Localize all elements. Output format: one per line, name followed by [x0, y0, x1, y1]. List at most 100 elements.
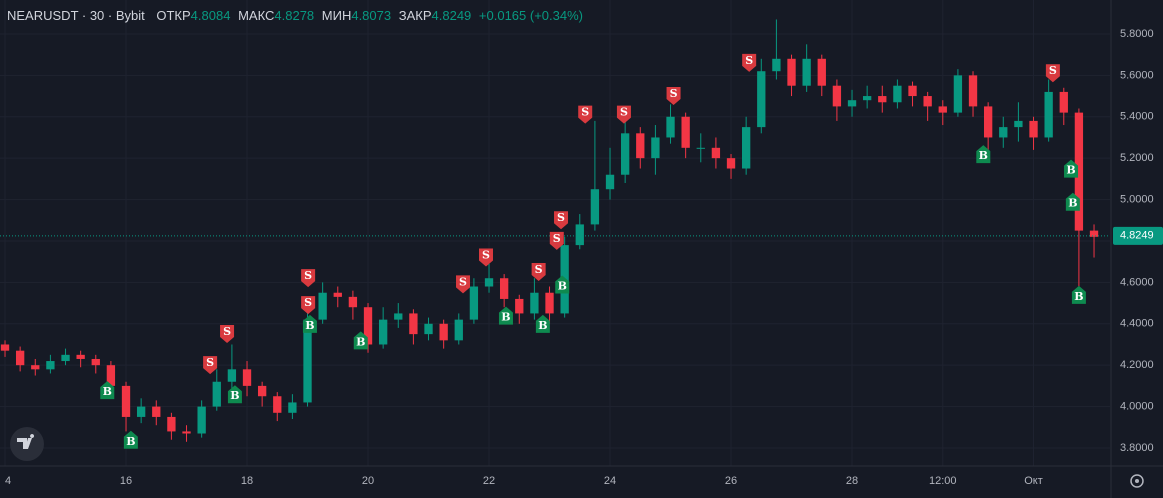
- candle-body: [378, 319, 388, 345]
- x-tick-label: 12:00: [929, 475, 957, 487]
- candle-body: [197, 406, 206, 434]
- candle-body: [454, 319, 463, 341]
- signal-marker: [301, 269, 316, 288]
- signal-marker: [123, 430, 138, 449]
- candle-body: [348, 296, 358, 308]
- last-price-label: 4.8249: [1120, 230, 1154, 242]
- signal-marker: [498, 306, 513, 325]
- settings-icon[interactable]: [1130, 474, 1144, 488]
- signal-label: B: [126, 435, 135, 448]
- signal-label: B: [1066, 164, 1075, 177]
- candle-body: [499, 278, 509, 299]
- candle-body: [167, 416, 176, 432]
- signal-label: S: [745, 54, 753, 67]
- open-value: 4.8084: [191, 8, 231, 23]
- logo-mark[interactable]: [17, 434, 35, 449]
- candle-body: [575, 224, 584, 246]
- candle-body: [409, 313, 418, 335]
- candle-body: [484, 278, 494, 287]
- signal-marker: [742, 53, 757, 72]
- signal-label: S: [557, 211, 565, 224]
- candle-body: [318, 292, 327, 320]
- low-value: 4.8073: [351, 8, 391, 23]
- candle-body: [726, 158, 736, 169]
- candle-body: [968, 75, 978, 107]
- y-tick-label: 3.8000: [1120, 442, 1154, 454]
- settings-dot[interactable]: [1135, 479, 1139, 483]
- candle-body: [741, 127, 751, 169]
- symbol: NEARUSDT · 30 · Bybit: [7, 8, 145, 23]
- x-tick-label: 20: [362, 475, 374, 487]
- candle-body: [1089, 230, 1099, 237]
- y-tick-label: 5.6000: [1120, 69, 1154, 81]
- signal-label: S: [304, 296, 312, 309]
- logo[interactable]: [10, 427, 44, 461]
- signal-marker: [478, 248, 493, 267]
- signal-marker: [220, 325, 235, 344]
- candle-body: [999, 127, 1008, 138]
- candle-body: [696, 147, 705, 149]
- candle-body: [303, 319, 312, 403]
- candle-body: [439, 323, 448, 341]
- candle-body: [651, 137, 660, 159]
- candle-body: [136, 406, 146, 417]
- signal-marker: [578, 105, 593, 124]
- candle-body: [847, 100, 857, 107]
- change: +0.0165 (+0.34%): [479, 8, 583, 23]
- signal-marker: [1065, 192, 1080, 211]
- y-tick-label: 4.4000: [1120, 318, 1154, 330]
- signal-marker: [666, 86, 681, 105]
- candle-body: [787, 58, 796, 86]
- signal-marker: [554, 211, 569, 230]
- signal-label: S: [459, 275, 467, 288]
- candle-body: [938, 106, 947, 113]
- signal-label: S: [553, 232, 561, 245]
- high-label: МАКС: [238, 8, 274, 23]
- signal-label: B: [1068, 197, 1077, 210]
- signal-label: S: [304, 269, 312, 282]
- signal-label: B: [501, 311, 510, 324]
- candle-body: [832, 85, 842, 107]
- signal-label: S: [581, 106, 589, 119]
- x-tick-label: 16: [120, 475, 132, 487]
- candle-body: [152, 406, 161, 417]
- signal-marker: [301, 296, 316, 315]
- x-tick-label: 4: [5, 475, 11, 487]
- candle-body: [182, 431, 191, 434]
- last-price-tag: [1113, 226, 1163, 245]
- candle-body: [0, 344, 10, 351]
- signal-marker: [302, 314, 317, 333]
- candle-body: [46, 361, 55, 370]
- candle-body: [545, 292, 554, 314]
- signal-label: S: [206, 356, 214, 369]
- signal-label: B: [103, 385, 112, 398]
- signal-label: S: [482, 248, 490, 261]
- signal-marker: [100, 381, 115, 400]
- candle-body: [1059, 91, 1068, 113]
- candle-body: [363, 307, 373, 345]
- y-tick-label: 4.0000: [1120, 400, 1154, 412]
- candle-body: [424, 323, 433, 335]
- y-tick-label: 4.2000: [1120, 359, 1154, 371]
- signal-marker: [976, 145, 991, 164]
- candle-body: [862, 96, 872, 101]
- candle-body: [31, 365, 40, 370]
- close-value: 4.8249: [432, 8, 472, 23]
- close-label: ЗАКР: [399, 8, 432, 23]
- candle-body: [288, 402, 297, 413]
- candle-body: [923, 96, 932, 107]
- candle-body: [893, 85, 902, 103]
- candle-body: [242, 369, 252, 386]
- candle-body: [333, 292, 342, 297]
- settings[interactable]: [1130, 474, 1144, 488]
- open-label: ОТКР: [156, 8, 190, 23]
- candle-body: [515, 298, 524, 314]
- candle-body: [106, 365, 116, 386]
- signal-label: B: [538, 319, 547, 332]
- candle-body: [91, 358, 100, 366]
- signal-label: B: [558, 280, 567, 293]
- signal-marker: [1064, 159, 1079, 178]
- candle-body: [121, 385, 131, 417]
- signal-marker: [535, 314, 550, 333]
- x-tick-label: 18: [241, 475, 253, 487]
